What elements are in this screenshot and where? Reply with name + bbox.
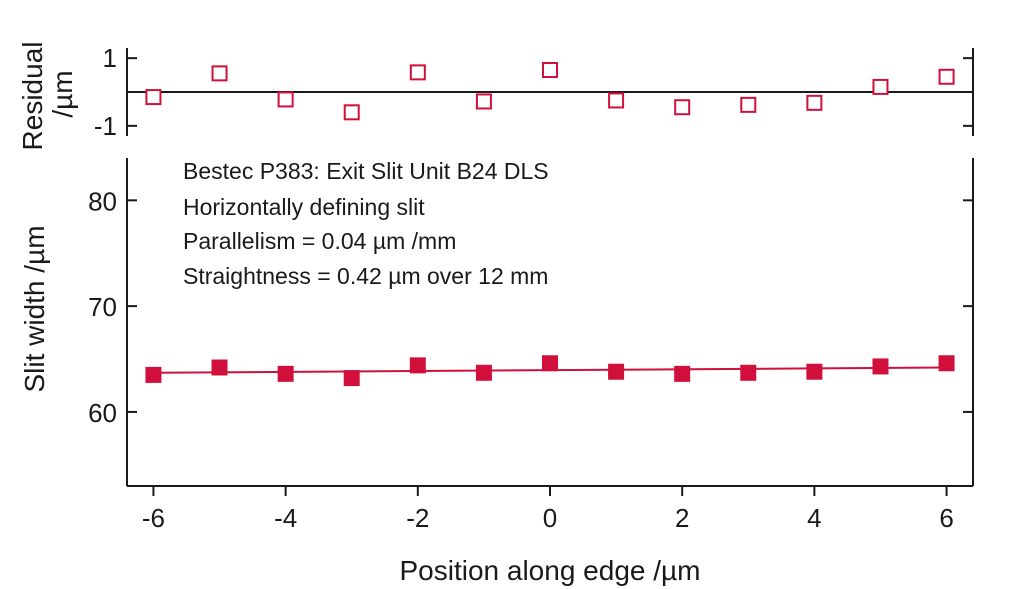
main-xtick-label: 2: [675, 503, 689, 533]
main-xtick-label: -6: [142, 503, 165, 533]
residual-point: [674, 99, 691, 116]
main-panel: Slit width /µm Position along edge /µm B…: [19, 158, 974, 586]
annotation-line-4: Straightness = 0.42 µm over 12 mm: [183, 263, 548, 289]
main-xtick-label: -2: [406, 503, 429, 533]
main-xlabel: Position along edge /µm: [400, 555, 701, 586]
slit-width-point: [277, 365, 294, 382]
slit-width-point: [872, 358, 889, 375]
main-ytick-label: 80: [88, 186, 117, 216]
main-ylabel: Slit width /µm: [19, 225, 50, 392]
residual-ytick-label: -1: [94, 111, 117, 141]
residual-point: [542, 62, 558, 78]
slit-width-point: [409, 357, 426, 374]
residual-point: [740, 96, 757, 113]
residual-ytick-label: 1: [103, 43, 117, 73]
slit-width-point: [211, 359, 228, 376]
slit-width-point: [938, 355, 955, 372]
annotation-line-3: Parallelism = 0.04 µm /mm: [183, 228, 456, 254]
main-ytick-label: 70: [88, 292, 117, 322]
annotation-line-1: Bestec P383: Exit Slit Unit B24 DLS: [183, 158, 549, 184]
slit-width-point: [475, 364, 492, 381]
residual-point: [277, 91, 294, 108]
residual-point: [806, 94, 823, 111]
residual-point: [343, 104, 360, 121]
slit-width-point: [542, 355, 558, 372]
residual-panel: Residual /µm -1 1: [17, 42, 974, 151]
residual-point: [475, 93, 492, 110]
residual-point: [872, 78, 889, 95]
residual-point: [938, 68, 955, 85]
residual-point: [211, 65, 228, 82]
slit-width-point: [608, 363, 625, 380]
main-xtick-label: 6: [939, 503, 953, 533]
main-xtick-label: 0: [543, 503, 557, 533]
residual-point: [409, 64, 426, 81]
main-xtick-label: -4: [274, 503, 297, 533]
residual-ylabel-line1: Residual: [17, 42, 48, 151]
slit-width-point: [740, 364, 757, 381]
slit-width-point: [343, 370, 360, 387]
residual-point: [608, 92, 625, 109]
residual-ylabel-line2: /µm: [47, 70, 78, 117]
slit-width-point: [674, 365, 691, 382]
annotation-line-2: Horizontally defining slit: [183, 194, 425, 220]
main-xtick-label: 4: [807, 503, 821, 533]
residual-point: [145, 89, 162, 106]
slit-width-point: [145, 366, 162, 383]
slit-width-point: [806, 363, 823, 380]
main-ytick-label: 60: [88, 398, 117, 428]
